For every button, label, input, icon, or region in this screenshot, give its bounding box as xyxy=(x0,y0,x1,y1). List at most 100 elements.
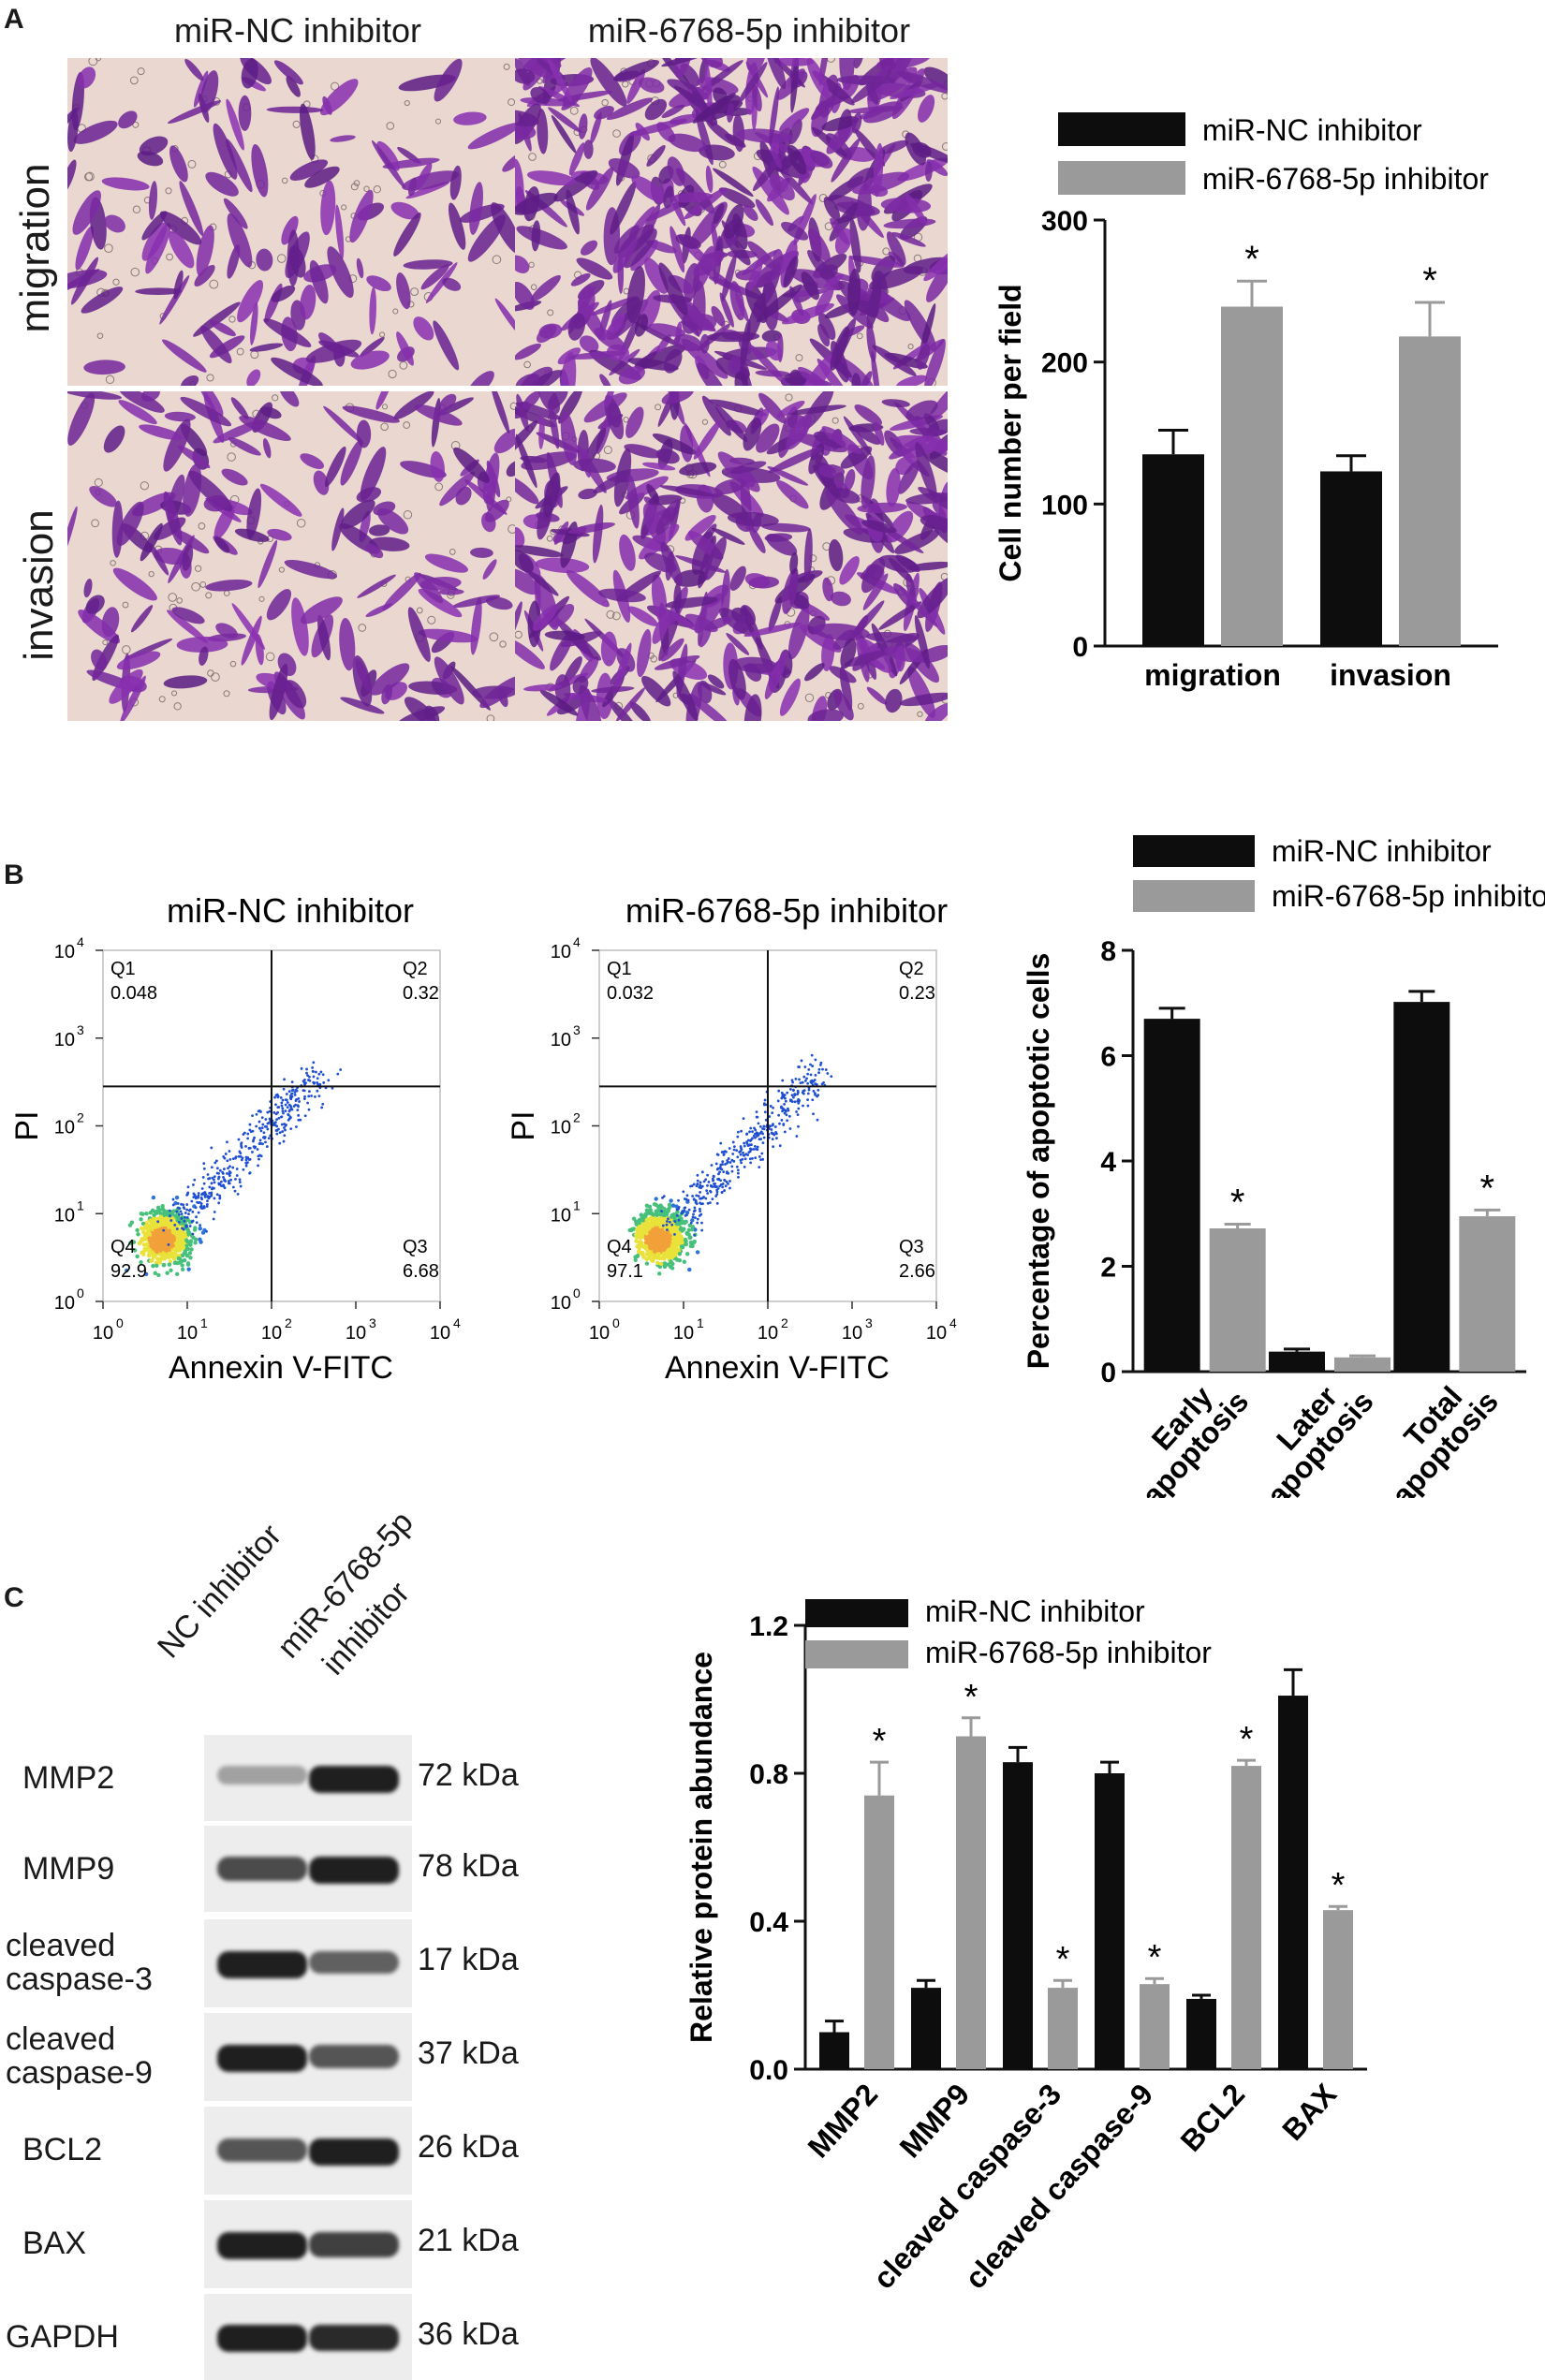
bar-mir xyxy=(1459,1216,1516,1372)
error-bar xyxy=(1158,428,1188,455)
legend-label: miR-6768-5p inhibitor xyxy=(1272,879,1545,913)
row-title-invasion: invasion xyxy=(16,509,62,661)
y-tick-exponent: 0 xyxy=(573,1285,581,1300)
panel-letter-a: A xyxy=(4,4,24,35)
quadrant-label-q4: Q4 xyxy=(110,1237,136,1257)
legend-label: miR-6768-5p inhibitor xyxy=(1202,162,1489,196)
protein-band xyxy=(309,1766,399,1794)
y-tick-label: 10 xyxy=(54,1293,75,1314)
error-bar xyxy=(1008,1745,1027,1763)
blot-row-label: MMP2 xyxy=(22,1760,115,1796)
blot-strip xyxy=(204,1919,412,2007)
significance-star: * xyxy=(1056,1940,1070,1979)
bar-mir xyxy=(1323,1910,1353,2069)
blot-strip xyxy=(204,2107,412,2195)
y-tick-label: 10 xyxy=(551,1118,571,1139)
flow-plot-title: miR-NC inhibitor xyxy=(167,891,414,930)
bar-nc xyxy=(1142,454,1204,646)
blot-row-label: MMP9 xyxy=(22,1851,115,1887)
x-tick-label: BAX xyxy=(1275,2077,1343,2147)
y-axis-label: Relative protein abundance xyxy=(684,1652,718,2043)
x-tick-label: 10 xyxy=(842,1323,862,1344)
protein-band xyxy=(309,2138,399,2167)
error-bar xyxy=(1336,454,1366,472)
bar-nc xyxy=(1320,471,1382,646)
significance-star: * xyxy=(1244,239,1259,280)
error-bar xyxy=(1474,1208,1501,1217)
quadrant-value-q3: 2.66 xyxy=(899,1261,935,1282)
bar-mir xyxy=(1399,336,1461,646)
y-axis: 0 2 4 6 8 xyxy=(1100,936,1135,1388)
protein-band xyxy=(309,1951,399,1975)
y-axis: 0.0 0.4 0.8 1.2 xyxy=(749,1611,807,2086)
error-bar xyxy=(1329,1904,1347,1911)
quadrant-label-q4: Q4 xyxy=(607,1237,632,1257)
bar-mir xyxy=(1209,1228,1266,1372)
x-tick-label: Earlyapoptosis xyxy=(1113,1364,1256,1498)
flow-plot-title: miR-6768-5p inhibitor xyxy=(625,891,948,930)
quadrant-value-q3: 6.68 xyxy=(403,1261,439,1282)
y-tick-label: 10 xyxy=(551,1205,571,1226)
protein-band xyxy=(309,1857,399,1885)
micrograph-features xyxy=(515,391,948,721)
significance-star: * xyxy=(1332,1866,1346,1905)
error-bar xyxy=(1237,1758,1256,1767)
x-tick-label: 10 xyxy=(261,1323,282,1344)
protein-band xyxy=(309,2325,399,2352)
legend-item: miR-6768-5p inhibitor xyxy=(1133,879,1545,913)
y-tick-label: 10 xyxy=(551,1030,571,1050)
significance-star: * xyxy=(1240,1720,1254,1759)
error-bar xyxy=(962,1716,980,1737)
quadrant-value-q1: 0.032 xyxy=(607,983,654,1004)
bar-mir xyxy=(956,1736,986,2069)
x-tick-exponent: 4 xyxy=(453,1315,461,1330)
error-bar xyxy=(1284,1347,1310,1352)
error-bar xyxy=(1224,1223,1251,1228)
col-title-mir: miR-6768-5p inhibitor xyxy=(587,11,911,50)
micrograph-migration-mir xyxy=(515,58,948,386)
x-tick-label: 10 xyxy=(346,1323,366,1344)
x-tick-label: 10 xyxy=(926,1323,947,1344)
bar-nc xyxy=(1269,1351,1325,1372)
blot-strip xyxy=(204,2013,412,2101)
bar-nc xyxy=(819,2032,849,2069)
y-tick-label: 10 xyxy=(54,1205,75,1226)
y-tick-label: 0.0 xyxy=(749,2055,788,2086)
bar-nc xyxy=(1003,1762,1033,2069)
bar-chart-c: 0.0 0.4 0.8 1.2 Relative protein abundance * M… xyxy=(684,1594,1367,2296)
quadrant-value-q2: 0.32 xyxy=(403,983,439,1004)
blot-kda-label: 17 kDa xyxy=(418,1942,519,1977)
bar-chart-b: 0 2 4 6 8 Percentage of apoptotic cells * Early… xyxy=(1022,834,1545,1498)
legend-label: miR-NC inhibitor xyxy=(925,1594,1145,1628)
bar-mir xyxy=(1231,1766,1261,2069)
x-tick-exponent: 4 xyxy=(949,1315,957,1330)
error-bar xyxy=(1158,1006,1185,1020)
y-tick-exponent: 1 xyxy=(573,1197,581,1212)
x-tick-label: 10 xyxy=(430,1323,450,1344)
significance-star: * xyxy=(873,1722,887,1761)
error-bar xyxy=(1408,990,1435,1003)
protein-band xyxy=(309,2045,399,2069)
x-tick-label: 10 xyxy=(758,1323,778,1344)
significance-star: * xyxy=(1230,1183,1245,1224)
protein-band xyxy=(217,2138,307,2163)
lane-label-nc: NC inhibitor xyxy=(151,1517,289,1666)
legend-item: miR-NC inhibitor xyxy=(805,1594,1145,1628)
blot-kda-label: 26 kDa xyxy=(418,2129,519,2165)
y-tick-exponent: 4 xyxy=(77,934,84,949)
legend-swatch xyxy=(1133,835,1255,867)
y-tick-exponent: 0 xyxy=(77,1285,84,1300)
panel-letter-c: C xyxy=(4,1582,24,1613)
error-bar xyxy=(1192,1993,1211,1999)
y-tick-label: 300 xyxy=(1041,206,1088,237)
y-axis: 0 100 200 300 xyxy=(1041,206,1107,663)
blot-kda-label: 37 kDa xyxy=(418,2035,519,2071)
y-tick-label: 10 xyxy=(54,942,75,962)
y-tick-label: 10 xyxy=(54,1030,75,1050)
error-bar xyxy=(1284,1667,1302,1697)
y-axis-label: Cell number per field xyxy=(993,284,1027,581)
significance-star: * xyxy=(1148,1938,1162,1977)
error-bar xyxy=(1349,1354,1376,1358)
error-bar xyxy=(1415,301,1445,337)
x-tick-label: Laterapoptosis xyxy=(1238,1364,1380,1498)
